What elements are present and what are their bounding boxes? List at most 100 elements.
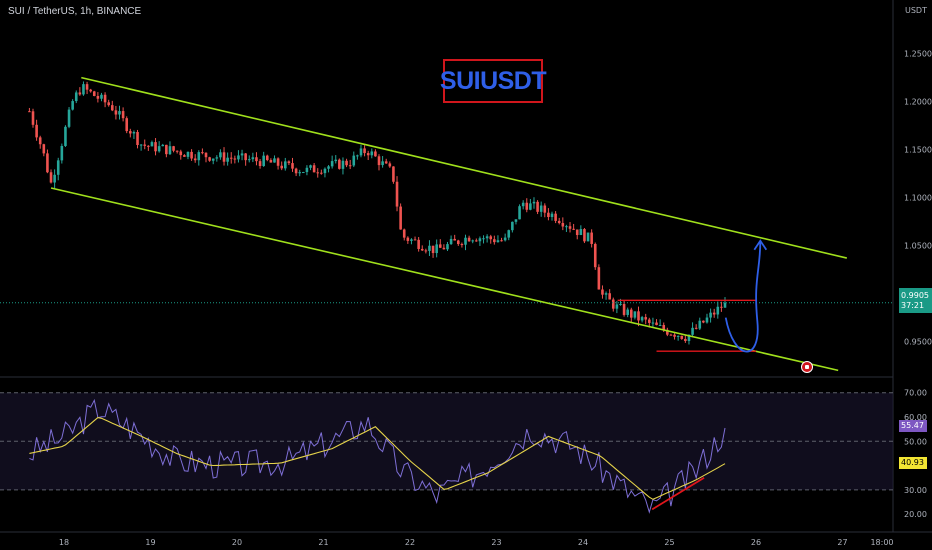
candle-body [71,101,74,110]
candle-body [410,239,413,241]
candle-body [327,166,330,169]
candle-body [593,243,597,268]
candle-body [363,148,366,154]
candle-body [377,156,381,166]
price-unit-label: USDT [905,6,927,15]
candle-body [413,239,417,241]
candle-body [46,153,49,173]
candle-body [193,158,197,161]
candle-body [56,160,60,175]
candle-body [226,157,229,162]
candle-body [74,92,78,102]
candle-body [428,245,431,251]
candle-body [572,228,575,230]
candle-body [475,240,478,242]
candle-body [619,304,622,306]
rsi-ma-value-tag: 40.93 [899,457,927,469]
candle-body [691,327,694,335]
candle-body [309,165,312,168]
candle-body [568,226,572,229]
candle-body [557,220,561,224]
candle-body [204,152,208,158]
candle-body [107,102,110,106]
candle-body [485,236,489,239]
candle-body [456,240,460,245]
candle-body [276,158,280,166]
candle-body [705,317,709,323]
candle-body [233,158,237,160]
candle-body [312,165,316,173]
candle-body [539,205,543,212]
candle-body [348,165,352,167]
candle-body [615,304,619,309]
candle-body [208,157,211,161]
candle-body [356,155,359,157]
candle-body [179,151,183,156]
candle-body [38,137,42,145]
rsi-divergence-line [651,476,705,511]
candle-body [716,306,720,315]
candle-body [381,161,384,166]
time-tick-label: 20 [232,538,242,547]
candle-body [129,131,132,134]
rsi-tick-label: 70.00 [904,389,927,398]
candle-body [161,144,165,147]
candle-body [694,327,698,329]
candle-body [431,245,435,254]
candle-body [215,157,219,159]
candle-body [211,158,215,161]
time-tick-label: 21 [318,538,328,547]
symbol-title[interactable]: SUI / TetherUS, 1h, BINANCE [8,6,142,17]
candle-body [67,109,71,127]
candle-body [118,111,121,115]
candle-body [460,244,464,246]
candle-body [467,237,471,242]
candle-body [493,239,496,243]
candle-body [449,238,453,245]
candle-body [633,311,637,318]
candle-body [338,159,341,169]
candle-body [370,151,374,156]
candle-body [640,317,644,321]
candle-body [655,322,658,326]
last-price-value: 0.9905 [901,290,929,300]
candle-body [294,168,298,174]
price-tick-label: 0.9500 [904,338,932,347]
candle-body [291,163,294,169]
price-tick-label: 1.2000 [904,98,932,107]
candle-body [698,320,702,329]
candle-body [399,206,402,230]
projection-arrow-head [753,239,768,251]
candle-body [244,153,247,161]
candle-body [352,155,356,166]
candle-body [651,322,655,324]
candle-body [464,237,467,245]
channel-lower-line [50,187,839,372]
candle-body [366,153,370,156]
time-tick-label: 19 [145,538,155,547]
candle-body [709,312,712,318]
candle-body [536,201,539,212]
candle-body [402,229,406,238]
candle-body [247,159,251,161]
candle-body [60,145,64,161]
candle-body [482,238,485,240]
candle-body [78,92,82,95]
candle-body [287,161,291,164]
candle-body [676,335,680,337]
candle-body [341,160,345,169]
candle-body [669,334,673,336]
candle-body [478,238,482,242]
candle-body [687,334,691,342]
rsi-tick-label: 50.00 [904,437,927,446]
candle-body [258,161,262,167]
candle-body [136,132,139,145]
candle-body [518,206,521,220]
candle-body [648,319,651,323]
candle-body [554,213,557,221]
candle-body [359,148,363,156]
candle-body [489,236,493,240]
price-tick-label: 1.2500 [904,50,932,59]
us-flag-event-icon[interactable] [801,361,813,373]
